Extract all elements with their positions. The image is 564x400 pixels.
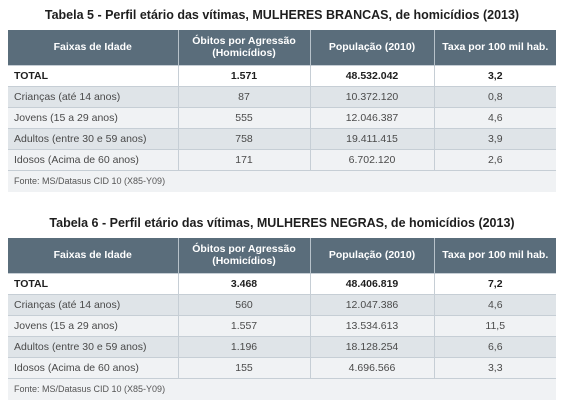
column-header: População (2010) xyxy=(309,238,434,273)
table-cell: 3,9 xyxy=(433,127,556,149)
table-cell: 19.411.415 xyxy=(309,127,434,149)
table-row: Adultos (entre 30 e 59 anos) 758 19.411.… xyxy=(8,127,556,149)
table-5-title: Tabela 5 - Perfil etário das vítimas, MU… xyxy=(44,8,520,22)
table-cell: 12.046.387 xyxy=(309,106,434,128)
table-cell: 3,2 xyxy=(433,64,556,86)
table-cell: 560 xyxy=(177,293,310,315)
table-6-title: Tabela 6 - Perfil etário das vítimas, MU… xyxy=(49,216,515,230)
table-cell: TOTAL xyxy=(8,272,178,294)
table-header-row: Faixas de Idade Óbitos por Agressão (Hom… xyxy=(8,30,556,65)
column-header: Óbitos por Agressão (Homicídios) xyxy=(177,238,310,273)
table-cell: 171 xyxy=(177,148,310,170)
table-6-block: Tabela 6 - Perfil etário das vítimas, MU… xyxy=(8,208,556,400)
table-cell: 155 xyxy=(177,356,310,378)
table-cell: 6,6 xyxy=(433,335,556,357)
column-header: População (2010) xyxy=(309,30,434,65)
table-cell: 555 xyxy=(177,106,310,128)
table-5-block: Tabela 5 - Perfil etário das vítimas, MU… xyxy=(8,0,556,192)
table-cell: 1.196 xyxy=(177,335,310,357)
column-header: Óbitos por Agressão (Homicídios) xyxy=(177,30,310,65)
table-cell: 12.047.386 xyxy=(309,293,434,315)
table-row: Jovens (15 a 29 anos) 1.557 13.534.613 1… xyxy=(8,314,556,336)
table-cell: 7,2 xyxy=(433,272,556,294)
table-cell: 758 xyxy=(177,127,310,149)
table-cell: 2,6 xyxy=(433,148,556,170)
table-cell: 4,6 xyxy=(433,293,556,315)
table-header-row: Faixas de Idade Óbitos por Agressão (Hom… xyxy=(8,238,556,273)
table-row: Crianças (até 14 anos) 560 12.047.386 4,… xyxy=(8,293,556,315)
table-cell: TOTAL xyxy=(8,64,178,86)
table-cell: 87 xyxy=(177,85,310,107)
table-cell: 48.406.819 xyxy=(309,272,434,294)
table-row-total: TOTAL 3.468 48.406.819 7,2 xyxy=(8,272,556,294)
column-header: Faixas de Idade xyxy=(8,238,178,273)
table-5-source: Fonte: MS/Datasus CID 10 (X85-Y09) xyxy=(8,169,556,192)
table-row: Jovens (15 a 29 anos) 555 12.046.387 4,6 xyxy=(8,106,556,128)
column-header: Taxa por 100 mil hab. xyxy=(433,238,556,273)
column-header: Taxa por 100 mil hab. xyxy=(433,30,556,65)
table-cell: 11,5 xyxy=(433,314,556,336)
table-cell: 6.702.120 xyxy=(309,148,434,170)
table-cell: 48.532.042 xyxy=(309,64,434,86)
table-cell: 1.571 xyxy=(177,64,310,86)
table-cell: Jovens (15 a 29 anos) xyxy=(8,314,178,336)
column-header: Faixas de Idade xyxy=(8,30,178,65)
table-cell: 18.128.254 xyxy=(309,335,434,357)
table-cell: 3,3 xyxy=(433,356,556,378)
table-cell: Adultos (entre 30 e 59 anos) xyxy=(8,335,178,357)
table-cell: Adultos (entre 30 e 59 anos) xyxy=(8,127,178,149)
table-row: Idosos (Acima de 60 anos) 155 4.696.566 … xyxy=(8,356,556,378)
table-cell: 13.534.613 xyxy=(309,314,434,336)
table-6-source: Fonte: MS/Datasus CID 10 (X85-Y09) xyxy=(8,377,556,400)
table-cell: 3.468 xyxy=(177,272,310,294)
table-cell: Crianças (até 14 anos) xyxy=(8,85,178,107)
table-cell: Idosos (Acima de 60 anos) xyxy=(8,356,178,378)
table-cell: 4.696.566 xyxy=(309,356,434,378)
table-cell: Jovens (15 a 29 anos) xyxy=(8,106,178,128)
table-cell: 4,6 xyxy=(433,106,556,128)
table-cell: Idosos (Acima de 60 anos) xyxy=(8,148,178,170)
table-6: Faixas de Idade Óbitos por Agressão (Hom… xyxy=(8,238,556,378)
table-cell: 1.557 xyxy=(177,314,310,336)
table-row: Adultos (entre 30 e 59 anos) 1.196 18.12… xyxy=(8,335,556,357)
table-cell: 0,8 xyxy=(433,85,556,107)
table-row: Idosos (Acima de 60 anos) 171 6.702.120 … xyxy=(8,148,556,170)
table-row-total: TOTAL 1.571 48.532.042 3,2 xyxy=(8,64,556,86)
table-5: Faixas de Idade Óbitos por Agressão (Hom… xyxy=(8,30,556,170)
table-cell: 10.372.120 xyxy=(309,85,434,107)
table-cell: Crianças (até 14 anos) xyxy=(8,293,178,315)
table-row: Crianças (até 14 anos) 87 10.372.120 0,8 xyxy=(8,85,556,107)
